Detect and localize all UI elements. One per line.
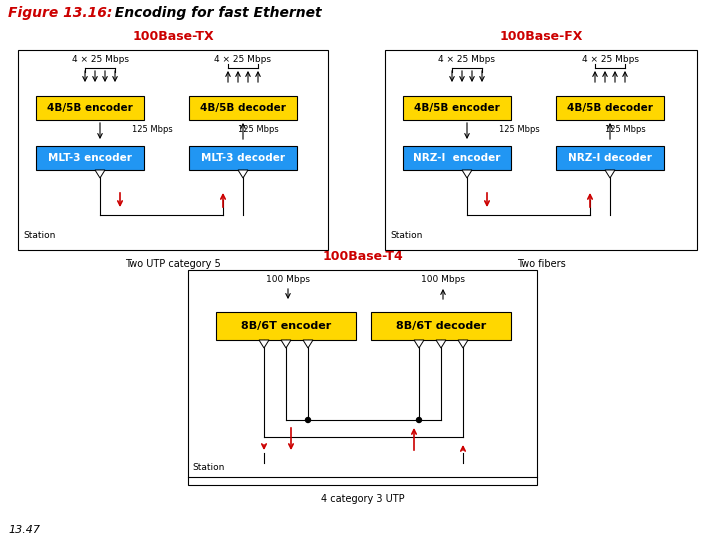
- Text: 100Base-T4: 100Base-T4: [322, 249, 403, 262]
- Bar: [556, 146, 664, 170]
- Text: 100 Mbps: 100 Mbps: [421, 275, 465, 285]
- Circle shape: [416, 417, 421, 422]
- Bar: [18, 50, 328, 250]
- Text: Two fibers: Two fibers: [517, 259, 565, 269]
- Text: 125 Mbps: 125 Mbps: [132, 125, 173, 134]
- Bar: [189, 146, 297, 170]
- Text: 125 Mbps: 125 Mbps: [499, 125, 540, 134]
- Polygon shape: [259, 340, 269, 348]
- Text: 4 × 25 Mbps: 4 × 25 Mbps: [582, 56, 639, 64]
- Bar: [556, 96, 664, 120]
- Bar: [189, 96, 297, 120]
- Polygon shape: [303, 340, 313, 348]
- Text: 4 category 3 UTP: 4 category 3 UTP: [320, 494, 405, 504]
- Text: Figure 13.16:: Figure 13.16:: [8, 6, 112, 20]
- Polygon shape: [281, 340, 291, 348]
- Polygon shape: [462, 170, 472, 178]
- Text: 4B/5B decoder: 4B/5B decoder: [200, 103, 286, 113]
- Bar: [188, 270, 537, 485]
- Polygon shape: [95, 170, 105, 178]
- Text: 4 × 25 Mbps: 4 × 25 Mbps: [71, 56, 128, 64]
- Text: 13.47: 13.47: [8, 525, 40, 535]
- Text: 4B/5B decoder: 4B/5B decoder: [567, 103, 653, 113]
- Polygon shape: [414, 340, 424, 348]
- Text: 8B/6T encoder: 8B/6T encoder: [241, 321, 331, 331]
- Text: Station: Station: [390, 232, 423, 240]
- Text: Encoding for fast Ethernet: Encoding for fast Ethernet: [105, 6, 322, 20]
- Bar: [385, 50, 697, 250]
- Text: 100Base-TX: 100Base-TX: [132, 30, 214, 43]
- Text: MLT-3 decoder: MLT-3 decoder: [201, 153, 285, 163]
- Text: 4B/5B encoder: 4B/5B encoder: [47, 103, 133, 113]
- Bar: [403, 96, 511, 120]
- Circle shape: [305, 417, 310, 422]
- Text: 100Base-FX: 100Base-FX: [499, 30, 582, 43]
- Text: 4B/5B encoder: 4B/5B encoder: [414, 103, 500, 113]
- Text: Station: Station: [23, 232, 55, 240]
- Text: MLT-3 encoder: MLT-3 encoder: [48, 153, 132, 163]
- Text: 125 Mbps: 125 Mbps: [238, 125, 279, 134]
- Text: 125 Mbps: 125 Mbps: [605, 125, 646, 134]
- Text: 4 × 25 Mbps: 4 × 25 Mbps: [215, 56, 271, 64]
- Bar: [216, 312, 356, 340]
- Bar: [36, 146, 144, 170]
- Text: NRZ-I decoder: NRZ-I decoder: [568, 153, 652, 163]
- Text: 8B/6T decoder: 8B/6T decoder: [396, 321, 486, 331]
- Text: 4 × 25 Mbps: 4 × 25 Mbps: [438, 56, 495, 64]
- Polygon shape: [436, 340, 446, 348]
- Polygon shape: [238, 170, 248, 178]
- Bar: [371, 312, 511, 340]
- Text: NRZ-I  encoder: NRZ-I encoder: [413, 153, 500, 163]
- Polygon shape: [605, 170, 615, 178]
- Text: Station: Station: [192, 462, 225, 471]
- Bar: [36, 96, 144, 120]
- Text: Two UTP category 5: Two UTP category 5: [125, 259, 221, 269]
- Bar: [403, 146, 511, 170]
- Text: 100 Mbps: 100 Mbps: [266, 275, 310, 285]
- Polygon shape: [458, 340, 468, 348]
